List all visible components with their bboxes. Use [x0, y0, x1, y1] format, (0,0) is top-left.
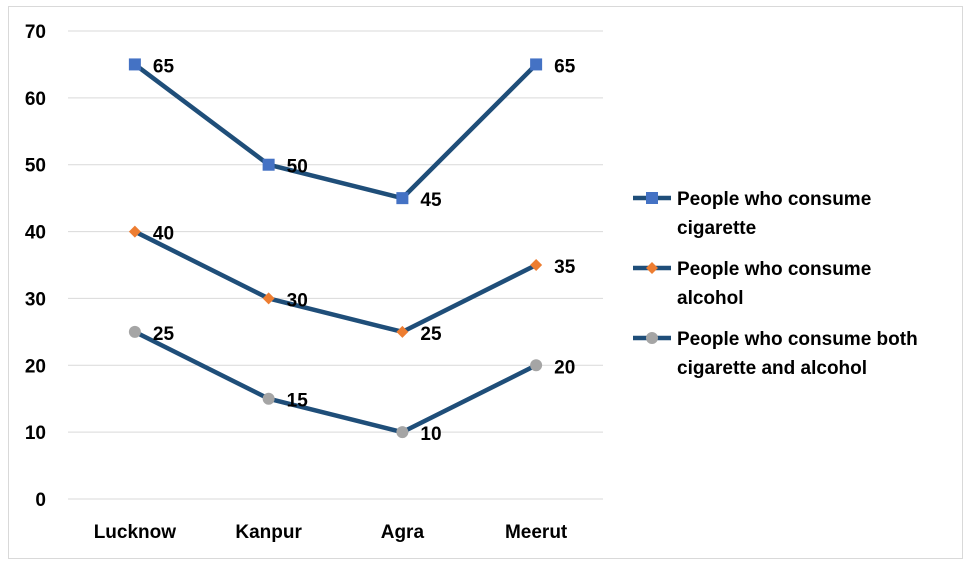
y-tick-label: 70	[25, 22, 46, 43]
legend-label: cigarette	[677, 218, 756, 239]
data-point-marker	[128, 225, 141, 238]
data-label: 20	[554, 357, 575, 378]
data-label: 40	[153, 224, 174, 245]
y-tick-label: 50	[25, 156, 46, 177]
series-line	[132, 62, 539, 201]
data-label: 15	[287, 391, 309, 412]
data-point-marker	[262, 292, 275, 305]
y-tick-label: 30	[25, 289, 46, 310]
legend-item: People who consume both cigarette and alc…	[633, 329, 918, 379]
data-point-marker	[262, 158, 275, 171]
data-point-marker	[530, 259, 543, 271]
y-tick-label: 0	[35, 490, 46, 511]
legend-label: People who consume both	[677, 329, 918, 350]
series-line	[132, 329, 539, 435]
data-point-marker	[530, 359, 543, 372]
x-tick-label: Agra	[381, 522, 425, 543]
legend-label: People who consume	[677, 259, 871, 280]
data-point-marker	[128, 58, 141, 71]
legend-item: People who consume cigarette	[633, 189, 871, 239]
data-label: 35	[554, 257, 576, 278]
x-tick-label: Kanpur	[235, 522, 302, 543]
legend-marker	[646, 262, 658, 274]
data-label: 30	[287, 290, 308, 311]
legend-marker	[646, 332, 658, 344]
x-tick-label: Meerut	[505, 522, 568, 543]
y-tick-label: 20	[25, 356, 46, 377]
data-label: 10	[420, 424, 441, 445]
data-label: 25	[153, 324, 175, 345]
legend-label: People who consume	[677, 189, 871, 210]
legend-item: People who consume alcohol	[633, 259, 871, 309]
data-point-marker	[396, 426, 409, 439]
y-tick-label: 10	[25, 423, 46, 444]
data-point-marker	[262, 392, 275, 405]
legend-label: alcohol	[677, 288, 744, 309]
legend-label: cigarette and alcohol	[677, 358, 867, 379]
data-label: 45	[420, 190, 442, 211]
data-point-marker	[396, 192, 409, 205]
data-label: 65	[153, 56, 175, 77]
y-tick-label: 40	[25, 223, 46, 244]
legend-marker	[646, 192, 658, 204]
data-label: 65	[554, 56, 576, 77]
data-point-marker	[396, 325, 409, 338]
series-line	[132, 229, 539, 335]
data-point-marker	[530, 58, 543, 71]
data-label: 25	[420, 324, 442, 345]
data-label: 50	[287, 157, 308, 178]
data-point-marker	[128, 325, 141, 338]
x-tick-label: Lucknow	[94, 522, 177, 543]
y-tick-label: 60	[25, 89, 46, 110]
